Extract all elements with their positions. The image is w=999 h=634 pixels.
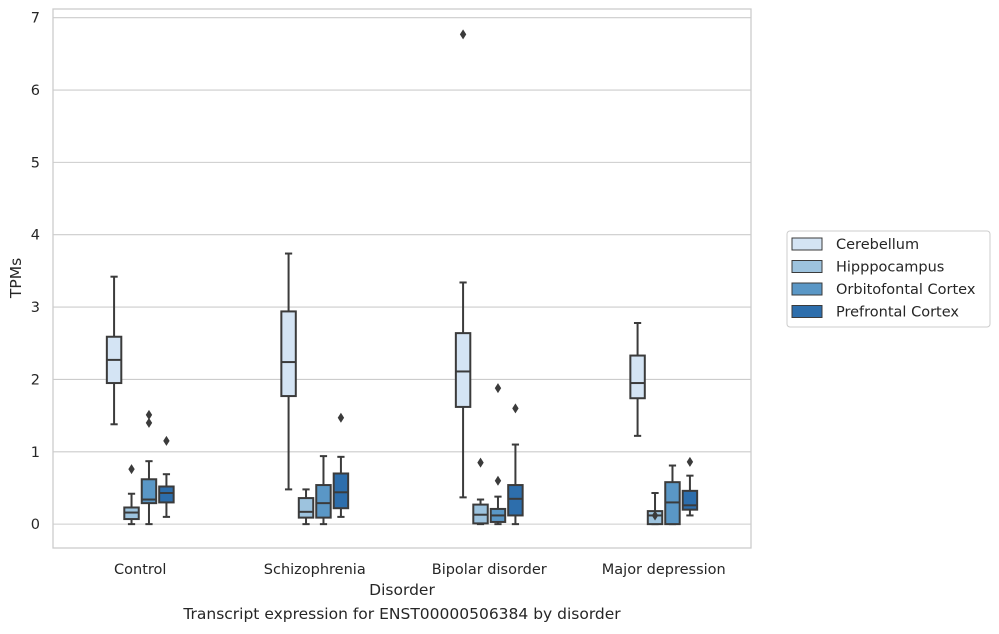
box-body: [297, 497, 315, 519]
box-hipppocampus: [646, 492, 664, 526]
box-prefrontal-cortex: [507, 403, 524, 526]
outlier-point: [686, 456, 694, 467]
outlier-point: [145, 409, 153, 420]
legend-frame: [786, 230, 991, 328]
outlier-point: [459, 29, 467, 40]
outlier-point: [512, 403, 519, 414]
y-tick-label: 2: [31, 372, 40, 388]
x-tick-label: Bipolar disorder: [432, 562, 547, 578]
box-body: [681, 489, 699, 511]
legend-label: Orbitofontal Cortex: [836, 282, 976, 298]
outlier-point: [145, 417, 153, 428]
outlier-point: [163, 435, 170, 446]
x-tick-label: Schizophrenia: [264, 562, 366, 578]
legend: Cerebellum Hipppocampus Orbitofontal Corte…: [786, 230, 991, 328]
outlier-point: [477, 457, 484, 468]
box-body: [507, 484, 524, 517]
x-tick-label: Major depression: [602, 562, 726, 578]
box-cerebellum: [629, 321, 646, 437]
chart-caption: Transcript expression for ENST0000050638…: [183, 605, 621, 623]
x-axis-label: Disorder: [369, 581, 435, 599]
box-body: [158, 485, 175, 504]
box-hipppocampus: [123, 464, 140, 526]
box-prefrontal-cortex: [681, 456, 699, 517]
boxes: [105, 29, 699, 526]
legend-label: Hipppocampus: [836, 260, 944, 276]
plot-area-frame: [52, 8, 752, 549]
y-tick-label: 0: [31, 517, 40, 533]
box-hipppocampus: [472, 457, 489, 526]
y-tick-label: 5: [31, 155, 40, 171]
y-tick-label: 1: [31, 445, 40, 461]
box-hipppocampus: [297, 488, 315, 526]
y-tick-label: 7: [31, 11, 40, 27]
box-cerebellum: [454, 29, 472, 499]
box-cerebellum: [105, 275, 123, 426]
y-axis-label: TPMs: [7, 258, 25, 299]
legend-swatch: [791, 237, 823, 251]
box-orbitofontal-cortex: [315, 455, 332, 526]
legend-swatch: [791, 260, 823, 273]
box-cerebellum: [280, 252, 297, 491]
legend-label: Cerebellum: [836, 237, 919, 253]
box-orbitofontal-cortex: [664, 464, 681, 526]
box-orbitofontal-cortex: [140, 409, 158, 526]
y-axis-ticks: 0 1 2 3 4 5 6 7: [31, 11, 40, 533]
y-tick-label: 4: [31, 228, 40, 244]
legend-label: Prefrontal Cortex: [836, 305, 959, 321]
box-body: [454, 332, 472, 408]
x-tick-label: Control: [114, 562, 166, 578]
y-tick-label: 3: [31, 300, 40, 316]
legend-swatch: [791, 282, 823, 296]
gridlines: [53, 17, 751, 525]
box-orbitofontal-cortex: [489, 383, 507, 526]
y-tick-label: 6: [31, 83, 40, 99]
box-body: [140, 478, 158, 505]
outlier-point: [128, 464, 135, 475]
box-body: [332, 472, 350, 510]
box-body: [315, 484, 332, 519]
box-body: [629, 354, 646, 400]
box-prefrontal-cortex: [332, 412, 350, 518]
outlier-point: [494, 475, 502, 486]
legend-swatch: [791, 305, 823, 318]
x-axis-ticks: Control Schizophrenia Bipolar disorder Majo…: [114, 562, 726, 578]
box-prefrontal-cortex: [158, 435, 175, 518]
outlier-point: [337, 412, 345, 423]
outlier-point: [651, 510, 659, 521]
box-body: [280, 310, 297, 398]
outlier-point: [494, 383, 502, 394]
